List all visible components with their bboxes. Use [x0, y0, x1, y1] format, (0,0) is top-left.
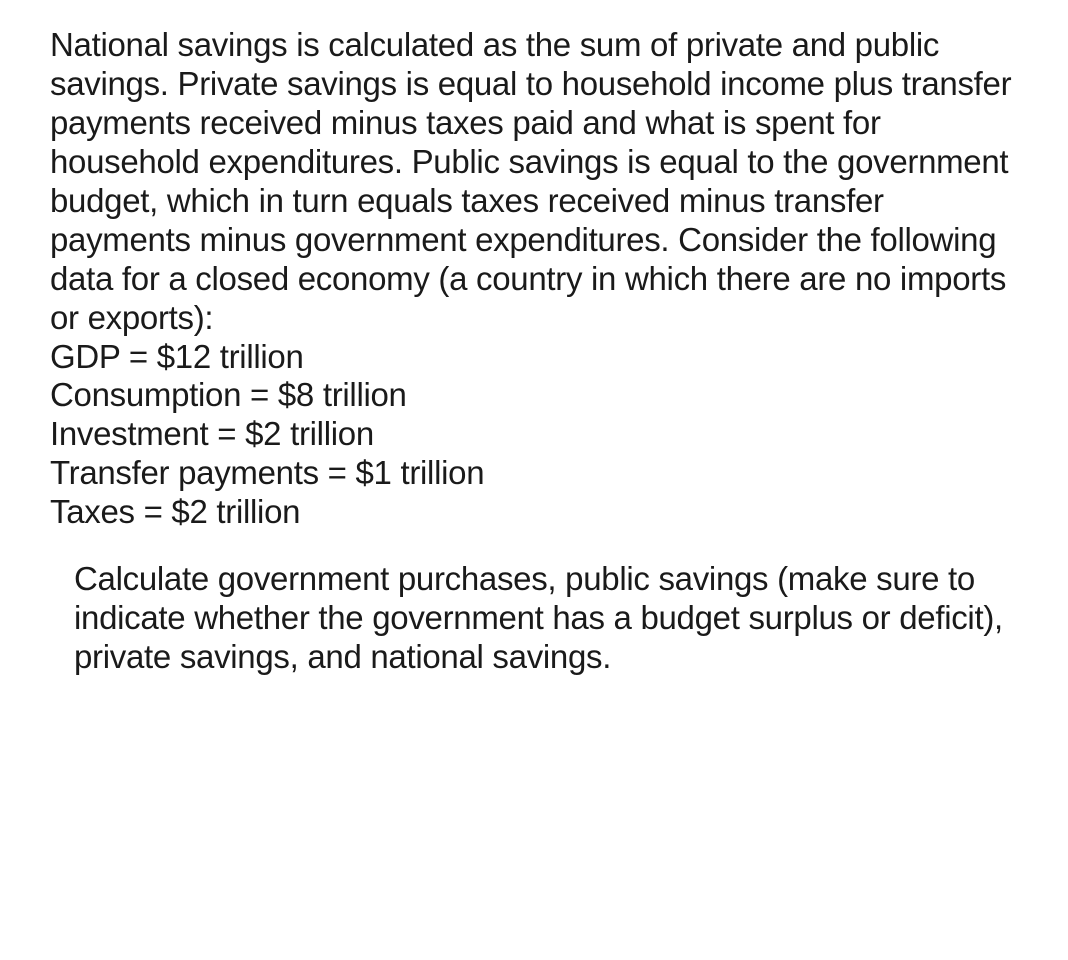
- data-line-transfer: Transfer payments = $1 trillion: [50, 454, 1026, 493]
- data-line-gdp: GDP = $12 trillion: [50, 338, 1026, 377]
- intro-text: National savings is calculated as the su…: [50, 26, 1011, 336]
- data-line-consumption: Consumption = $8 trillion: [50, 376, 1026, 415]
- problem-paragraph: National savings is calculated as the su…: [50, 26, 1026, 532]
- data-line-investment: Investment = $2 trillion: [50, 415, 1026, 454]
- question-text: Calculate government purchases, public s…: [74, 560, 1003, 675]
- document-body: National savings is calculated as the su…: [0, 0, 1068, 717]
- data-line-taxes: Taxes = $2 trillion: [50, 493, 1026, 532]
- question-paragraph: Calculate government purchases, public s…: [50, 560, 1026, 677]
